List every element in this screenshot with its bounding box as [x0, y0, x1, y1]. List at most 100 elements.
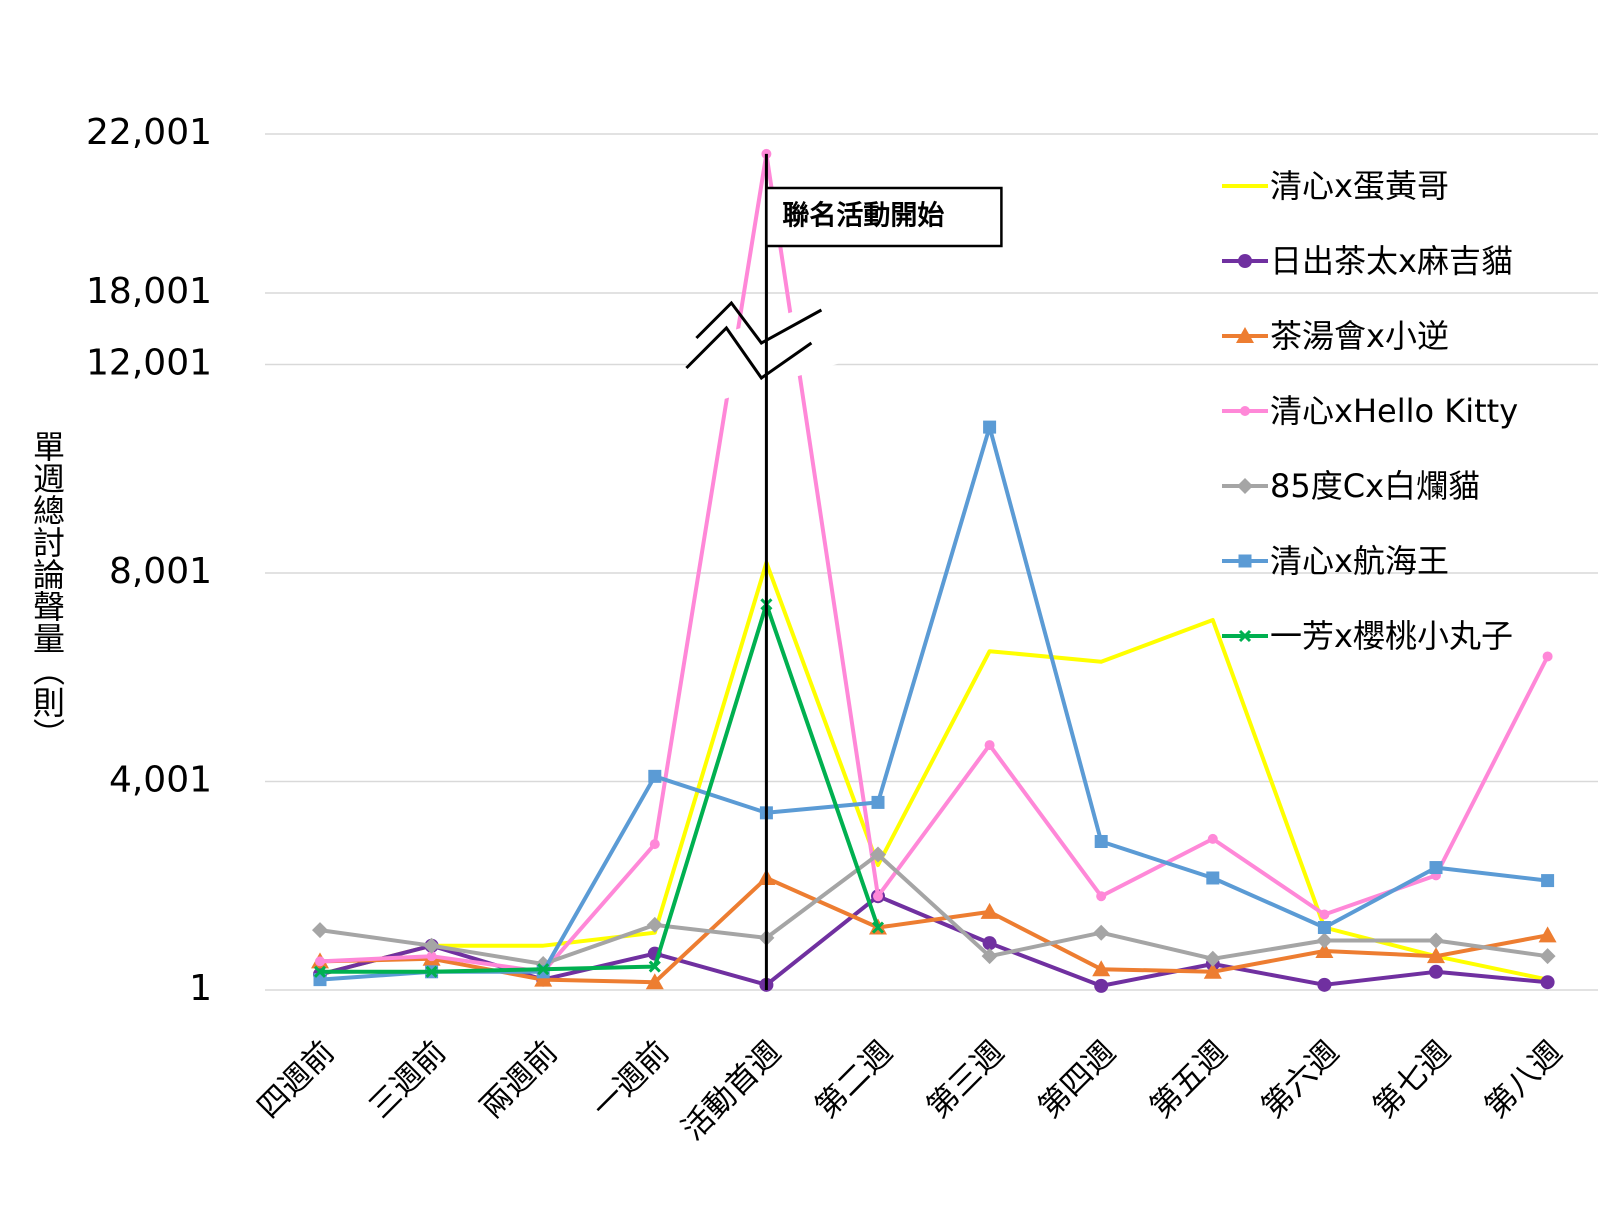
- series-line: [319, 876, 1548, 985]
- legend-item: 清心x航海王: [1222, 542, 1449, 580]
- x-tick-label: 第四週: [1032, 1034, 1123, 1125]
- y-tick-labels: 1 4,001 8,001 12,001 18,001 22,001: [86, 112, 212, 1009]
- data-point: [871, 921, 885, 934]
- data-point: [1541, 874, 1555, 888]
- y-tick-label: 12,001: [86, 343, 212, 384]
- series-line: [319, 425, 1548, 982]
- data-point: [648, 769, 662, 783]
- data-point: [648, 960, 661, 973]
- data-point: [426, 951, 437, 962]
- data-point: [537, 963, 550, 976]
- data-point: [1093, 924, 1110, 941]
- annotation-box: [765, 186, 1003, 248]
- series-清心x航海王: [313, 420, 1555, 987]
- legend-swatch-marker: [1238, 629, 1252, 643]
- data-point: [1542, 651, 1553, 662]
- data-point: [1429, 964, 1443, 979]
- legend-item: 日出茶太x麻吉貓: [1222, 242, 1513, 280]
- y-tick-label: 1: [189, 968, 212, 1009]
- data-point: [983, 420, 997, 434]
- data-point: [1539, 948, 1556, 965]
- data-point: [1317, 921, 1331, 935]
- legend-swatch-marker: [1240, 406, 1250, 416]
- x-tick-label: 第五週: [1143, 1034, 1234, 1125]
- data-point: [1096, 891, 1107, 902]
- series-line: [319, 560, 1549, 982]
- axis-break-line-upper: [695, 300, 823, 345]
- legend-swatch-marker: [1238, 554, 1252, 568]
- data-point: [1428, 932, 1444, 949]
- y-tick-label: 22,001: [86, 112, 212, 153]
- legend-item: 一芳x櫻桃小丸子: [1222, 617, 1513, 655]
- legend-label: 85度Cx白爛貓: [1270, 467, 1480, 505]
- axis-break-line-lower: [685, 325, 813, 381]
- x-tick-label: 一週前: [585, 1034, 676, 1125]
- data-point: [1540, 975, 1555, 990]
- data-point: [1206, 871, 1220, 885]
- data-point: [984, 740, 995, 751]
- legend-label: 一芳x櫻桃小丸子: [1270, 617, 1513, 655]
- data-point: [871, 795, 885, 809]
- data-point: [1427, 947, 1445, 964]
- x-tick-label: 第八週: [1478, 1034, 1569, 1125]
- data-point: [1315, 941, 1334, 958]
- data-point: [873, 891, 883, 902]
- data-point: [1094, 834, 1108, 848]
- legend-item: 清心x蛋黃哥: [1222, 167, 1449, 205]
- data-point: [649, 839, 660, 850]
- data-point: [534, 970, 553, 987]
- data-point: [645, 973, 664, 990]
- legend-label: 茶湯會x小逆: [1270, 317, 1449, 355]
- series-清心x蛋黃哥: [319, 560, 1549, 982]
- legend-swatch-marker: [1236, 327, 1254, 343]
- series-line: [319, 852, 1548, 966]
- x-tick-label: 活動首週: [675, 1034, 788, 1147]
- x-tick-label: 兩週前: [474, 1034, 565, 1125]
- data-point: [1316, 932, 1333, 949]
- data-point: [312, 922, 328, 939]
- data-point: [1429, 861, 1443, 875]
- legend-item: 茶湯會x小逆: [1222, 317, 1449, 355]
- y-axis-title: 單週總討論聲量（則）: [28, 430, 66, 750]
- y-tick-label: 4,001: [109, 760, 212, 801]
- data-point: [646, 916, 663, 933]
- data-point: [425, 965, 438, 978]
- y-tick-label: 18,001: [86, 271, 212, 312]
- data-point: [423, 937, 440, 954]
- x-tick-label: 第七週: [1366, 1034, 1457, 1125]
- series-lines: [311, 148, 1557, 993]
- series-line: [320, 602, 880, 974]
- data-point: [1207, 833, 1218, 844]
- data-point: [981, 948, 998, 965]
- legend-label: 清心x蛋黃哥: [1270, 167, 1449, 205]
- data-point: [1092, 960, 1111, 977]
- data-point: [1203, 962, 1222, 979]
- x-tick-label: 第三週: [920, 1034, 1011, 1125]
- data-point: [313, 965, 327, 978]
- legend-label: 清心xHello Kitty: [1270, 392, 1518, 430]
- annotation-label: 聯名活動開始: [782, 200, 944, 232]
- legend-label: 清心x航海王: [1270, 542, 1449, 580]
- data-point: [1317, 977, 1332, 992]
- x-tick-label: 三週前: [362, 1034, 453, 1125]
- legend-item: 清心xHello Kitty: [1222, 392, 1518, 430]
- x-tick-label: 第六週: [1255, 1034, 1346, 1125]
- x-tick-label: 第二週: [808, 1034, 899, 1125]
- data-point: [980, 902, 999, 919]
- data-point: [1319, 909, 1330, 920]
- series-一芳x櫻桃小丸子: [313, 598, 885, 978]
- data-point: [982, 936, 997, 951]
- legend-label: 日出茶太x麻吉貓: [1270, 242, 1513, 280]
- y-tick-label: 8,001: [109, 551, 212, 592]
- x-tick-label: 四週前: [250, 1034, 341, 1125]
- gridlines: [265, 133, 1598, 991]
- legend-swatch-marker: [1238, 254, 1252, 268]
- data-point: [870, 846, 886, 863]
- data-point: [1204, 950, 1221, 967]
- series-85度cx白爛貓: [312, 846, 1556, 972]
- data-point: [315, 956, 325, 967]
- data-point: [1538, 926, 1557, 943]
